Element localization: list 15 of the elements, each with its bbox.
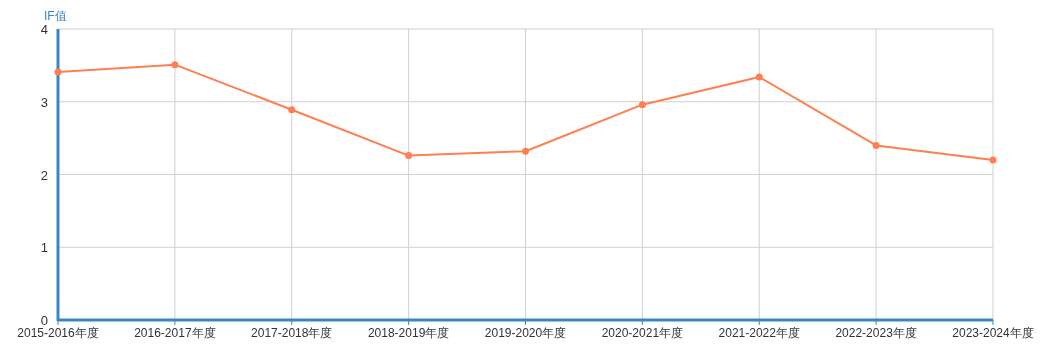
y-tick-label: 3: [40, 94, 48, 110]
x-tick-label: 2015-2016年度: [17, 326, 99, 340]
x-tick-label: 2022-2023年度: [835, 326, 917, 340]
x-tick-label: 2017-2018年度: [251, 326, 333, 340]
y-tick-label: 1: [40, 240, 48, 256]
y-tick-label: 4: [40, 22, 48, 37]
x-tick-label: 2019-2020年度: [484, 326, 567, 340]
x-tick-label: 2018-2019年度: [367, 326, 450, 340]
x-tick-label: 2020-2021年度: [601, 326, 684, 340]
y-axis-title: IF值: [44, 9, 67, 23]
y-tick-label: 0: [40, 313, 48, 328]
x-tick-label: 2016-2017年度: [134, 326, 216, 340]
y-tick-label: 2: [40, 167, 48, 183]
x-tick-label: 2023-2024年度: [952, 326, 1034, 340]
x-tick-label: 2021-2022年度: [718, 326, 800, 340]
